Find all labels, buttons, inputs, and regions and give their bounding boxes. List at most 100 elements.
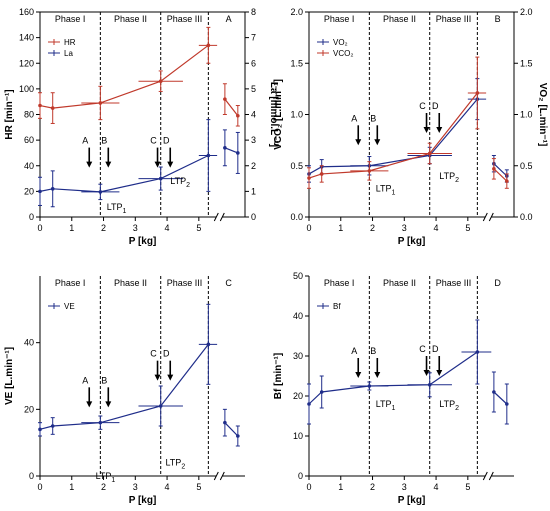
axis-break [488,212,494,222]
threshold-subscript: 2 [186,182,190,189]
axis-break [482,212,488,222]
data-point [319,172,324,176]
legend-label: La [64,49,73,58]
y2-axis-label: VO₂ [L.min⁻¹] [537,83,548,147]
x-tick-label: 2 [101,482,106,492]
y-tick-label: 2.0 [290,7,303,17]
phase-label: Phase III [167,278,203,288]
recovery-line [493,163,508,177]
phase-label: Phase III [436,278,472,288]
data-point [50,106,55,110]
legend-label: VCO₂ [333,49,353,58]
marker-label: D [163,136,170,146]
panel-letter: B [495,14,501,24]
recovery-line [493,168,508,182]
data-point [98,101,103,105]
panel-b: 0.0 0.5 1.0 1.5 2.0 0.0 0.5 1.0 1.5 2.0 0 1 2 3 4 5 P [k… [273,7,548,247]
y2-axis-label: La [mmol.L⁻¹] [268,82,279,147]
legend-label: VO₂ [333,38,348,47]
phase-label: Phase I [55,278,86,288]
threshold-subscript: 2 [455,177,459,184]
x-tick-label: 0 [37,223,42,233]
marker-label: D [432,344,439,354]
y-axis-label: HR [min⁻¹] [4,89,15,139]
panel-letter: D [494,278,501,288]
data-point [38,427,42,432]
data-point [319,390,324,394]
series-line [308,92,478,179]
series-line [308,351,478,405]
data-point [98,190,103,194]
marker-arrow-head [86,161,93,168]
y-tick-label: 40 [24,338,34,348]
y-tick-label: 140 [19,33,34,43]
y-tick-label: 30 [293,351,303,361]
legend-label: HR [64,38,76,47]
legend-label: Bf [333,302,341,311]
threshold-subscript: 2 [181,464,185,471]
axis-break [219,212,225,222]
marker-arrow-head [355,139,362,146]
y-tick-label: 60 [24,135,34,145]
phase-label: Phase I [55,14,86,24]
y-tick-label: 160 [19,7,34,17]
axis-break [482,471,488,481]
recovery-line [224,147,239,154]
y-axis-label: VE [L.min⁻¹] [4,347,15,405]
y2-tick-label: 1.5 [520,58,533,68]
y2-tick-label: 0.0 [520,212,533,222]
x-tick-label: 3 [133,223,138,233]
x-tick-label: 5 [196,223,201,233]
phase-label: Phase II [383,14,416,24]
series-line [308,98,478,175]
marker-label: A [82,136,88,146]
phase-label: Phase I [324,278,355,288]
panel-d: 0 10 20 30 40 50 0 1 2 3 4 5 P [kg] Bf [min⁻¹] Phase I… [273,271,514,506]
y-tick-label: 50 [293,271,303,281]
y-tick-label: 10 [293,431,303,441]
data-point [475,91,480,95]
y-tick-label: 1.5 [290,58,303,68]
y2-tick-label: 0 [251,212,256,222]
y2-tick-label: 7 [251,33,256,43]
x-tick-label: 3 [133,482,138,492]
data-point [475,350,480,354]
threshold-label: LTP1 [376,399,396,412]
x-tick-label: 4 [434,482,439,492]
x-tick-label: 1 [338,223,343,233]
data-point [367,169,372,173]
marker-label: B [370,346,376,356]
data-point [38,189,42,194]
marker-arrow-head [423,370,430,376]
data-point [427,151,432,156]
x-tick-label: 3 [402,223,407,233]
marker-label: B [370,113,376,123]
x-tick-label: 5 [196,482,201,492]
y-tick-label: 0 [29,471,34,481]
marker-arrow-head [423,127,430,133]
recovery-line [224,98,239,117]
threshold-label: LTP2 [439,399,459,412]
threshold-subscript: 1 [392,405,396,412]
marker-arrow-head [374,139,381,146]
series-line [39,154,209,193]
threshold-label: LTP1 [376,183,396,196]
phase-label: Phase III [167,14,203,24]
marker-arrow-head [86,401,93,408]
threshold-subscript: 1 [111,477,115,484]
marker-label: C [419,344,426,354]
y-tick-label: 40 [24,161,34,171]
y2-tick-label: 6 [251,58,256,68]
marker-arrow-head [436,127,443,133]
data-point [50,187,55,191]
marker-arrow-head [355,372,362,378]
panel-letter: A [226,14,232,24]
y-axis-label: Bf [min⁻¹] [273,353,284,399]
y2-tick-label: 1 [251,186,256,196]
marker-label: A [82,375,88,385]
series-line [39,343,209,430]
x-tick-label: 4 [165,223,170,233]
